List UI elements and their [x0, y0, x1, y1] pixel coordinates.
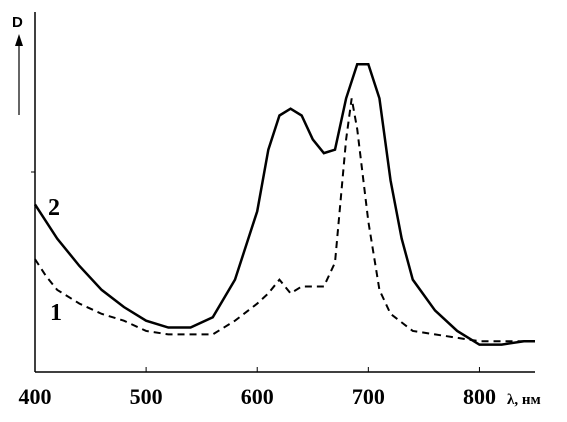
- line-series: [34, 98, 535, 343]
- x-tick-label: 500: [130, 384, 163, 409]
- x-tick-label: 600: [241, 384, 274, 409]
- x-tick-label: 400: [19, 384, 52, 409]
- x-tick-label: 800: [463, 384, 496, 409]
- x-tick-label: 700: [352, 384, 385, 409]
- y-arrow-head: [15, 34, 23, 46]
- y-axis-label: D: [12, 14, 23, 31]
- x-axis-label: λ, нм: [507, 392, 541, 408]
- series-label: 1: [50, 300, 62, 326]
- series-label: 2: [48, 195, 60, 221]
- line-series: [33, 62, 535, 346]
